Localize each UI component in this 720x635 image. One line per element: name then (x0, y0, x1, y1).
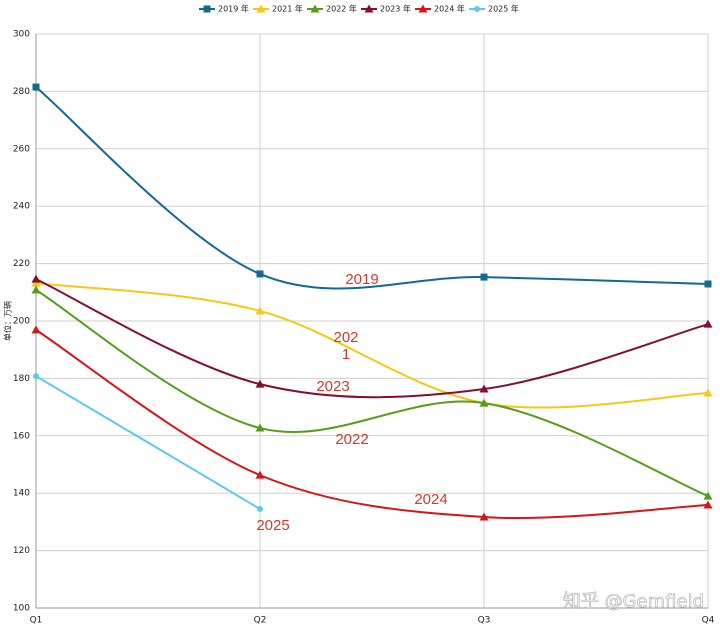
marker (703, 491, 713, 500)
legend-label: 2025 年 (488, 4, 519, 14)
legend-label: 2023 年 (380, 4, 411, 14)
marker (33, 373, 39, 380)
marker (255, 306, 265, 315)
annotation: 2023 (316, 378, 349, 395)
annotation: 202 (333, 329, 358, 346)
marker (31, 278, 41, 287)
marker (480, 273, 488, 281)
marker (256, 4, 266, 13)
marker (32, 83, 40, 91)
annotation: 1 (342, 346, 350, 363)
y-tick-label: 240 (13, 202, 30, 212)
marker (479, 398, 489, 407)
annotation: 2022 (335, 431, 368, 448)
legend-label: 2021 年 (272, 4, 303, 14)
marker (31, 325, 41, 334)
x-tick-label: Q3 (478, 616, 491, 626)
marker (704, 280, 712, 288)
x-tick-label: Q1 (30, 616, 43, 626)
y-tick-label: 220 (13, 259, 30, 269)
legend-label: 2022 年 (326, 4, 357, 14)
series-line (35, 375, 261, 510)
marker (31, 274, 41, 283)
marker (418, 4, 428, 13)
annotation: 2024 (414, 491, 447, 508)
watermark: 知乎 @Gemfield (563, 591, 704, 612)
y-tick-label: 180 (13, 374, 30, 384)
marker (255, 379, 265, 388)
marker (31, 285, 41, 294)
marker (479, 512, 489, 521)
series-line (35, 278, 709, 399)
series-line (35, 289, 709, 497)
legend-label: 2019 年 (218, 4, 249, 14)
marker (256, 270, 264, 278)
y-tick-label: 120 (13, 546, 30, 556)
marker (474, 6, 480, 12)
y-tick-label: 200 (13, 317, 30, 327)
y-axis-label: 单位：万辆 (3, 301, 13, 341)
annotation: 2019 (345, 271, 378, 288)
annotation: 2025 (256, 517, 289, 534)
series-line (35, 329, 709, 520)
marker (257, 505, 263, 512)
marker (703, 500, 713, 509)
y-tick-label: 140 (13, 489, 30, 499)
y-tick-label: 160 (13, 431, 30, 441)
x-tick-label: Q4 (702, 616, 715, 626)
y-tick-label: 260 (13, 144, 30, 154)
marker (255, 470, 265, 479)
marker (255, 423, 265, 432)
marker (203, 5, 211, 13)
x-tick-label: Q2 (254, 616, 267, 626)
marker (479, 384, 489, 393)
marker (364, 4, 374, 13)
y-tick-label: 300 (13, 30, 30, 40)
marker (703, 319, 713, 328)
legend-label: 2024 年 (434, 4, 465, 14)
y-tick-label: 280 (13, 87, 30, 97)
marker (703, 388, 713, 397)
series-line (35, 282, 709, 409)
marker (310, 4, 320, 13)
y-tick-label: 100 (13, 604, 30, 614)
series-line (35, 86, 709, 290)
